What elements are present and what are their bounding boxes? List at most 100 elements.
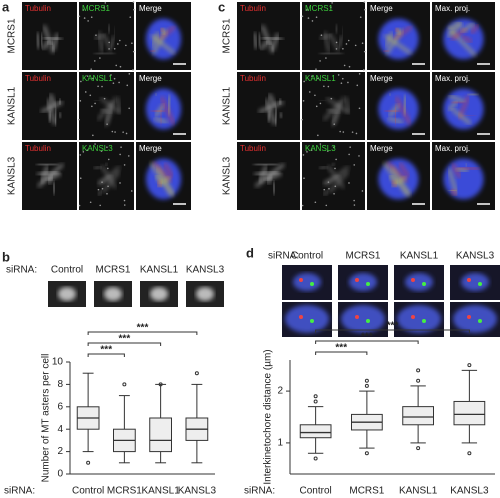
speckle bbox=[343, 64, 346, 67]
speckle bbox=[363, 1, 366, 3]
speckle bbox=[119, 153, 121, 156]
box bbox=[149, 417, 172, 453]
box bbox=[453, 400, 486, 426]
channel-label: Merge bbox=[139, 144, 162, 153]
dna bbox=[461, 273, 489, 291]
structure bbox=[322, 189, 329, 197]
structure bbox=[331, 97, 345, 127]
channel-label: MCRS1 bbox=[305, 4, 334, 13]
kinetochore bbox=[478, 282, 482, 286]
speckle bbox=[306, 151, 308, 153]
structure bbox=[254, 163, 278, 166]
significance-bracket bbox=[87, 342, 162, 346]
speckle bbox=[132, 69, 134, 71]
structure bbox=[46, 172, 62, 181]
dna bbox=[453, 305, 497, 333]
speckle bbox=[334, 185, 337, 188]
significance-label: *** bbox=[119, 334, 131, 345]
significance-label: *** bbox=[335, 343, 347, 354]
structure bbox=[451, 100, 464, 105]
structure bbox=[385, 31, 394, 47]
speckle bbox=[94, 143, 96, 145]
outlier bbox=[194, 371, 199, 376]
kinetochore bbox=[411, 278, 415, 282]
speckle bbox=[111, 130, 114, 133]
structure bbox=[398, 162, 410, 178]
structure bbox=[93, 165, 102, 170]
channel-label: Merge bbox=[370, 144, 393, 153]
structure bbox=[156, 179, 163, 188]
condition-label: KANSL3 bbox=[186, 265, 225, 276]
structure bbox=[102, 34, 113, 52]
row-label: MCRS1 bbox=[222, 18, 233, 53]
structure bbox=[462, 35, 473, 44]
speckle bbox=[301, 204, 304, 207]
structure bbox=[266, 39, 273, 46]
speckle bbox=[78, 118, 80, 121]
y-axis-label: Interkinetochore distance (µm) bbox=[263, 349, 274, 484]
kinetochore bbox=[478, 319, 482, 323]
structure bbox=[323, 31, 331, 53]
speckle bbox=[84, 91, 87, 93]
speckle bbox=[356, 84, 359, 87]
kinetochore bbox=[422, 282, 426, 286]
speckle bbox=[129, 16, 132, 18]
speckle bbox=[319, 143, 322, 145]
speckle bbox=[78, 15, 81, 18]
micrograph bbox=[79, 72, 134, 140]
speckle bbox=[132, 50, 135, 53]
speckle bbox=[93, 60, 96, 62]
speckle bbox=[348, 65, 351, 68]
speckle bbox=[120, 146, 122, 148]
structure bbox=[43, 36, 63, 41]
structure bbox=[383, 162, 409, 196]
speckle bbox=[99, 57, 101, 59]
speckle bbox=[107, 167, 109, 170]
outlier bbox=[313, 456, 318, 461]
speckle bbox=[82, 9, 85, 11]
channel-label: KANSL1 bbox=[82, 74, 113, 83]
speckle bbox=[323, 85, 325, 88]
speckle bbox=[107, 185, 109, 188]
speckle bbox=[79, 177, 82, 180]
structure bbox=[150, 49, 156, 53]
structure bbox=[268, 93, 277, 107]
sirna-label: siRNA: bbox=[268, 251, 299, 262]
x-tick-label: KANSL1 bbox=[141, 486, 180, 497]
structure bbox=[448, 189, 457, 192]
speckle bbox=[342, 47, 344, 50]
speckle bbox=[108, 41, 110, 44]
speckle bbox=[355, 132, 358, 135]
speckle bbox=[303, 80, 305, 83]
outlier bbox=[416, 368, 421, 373]
speckle bbox=[100, 150, 103, 152]
dna bbox=[341, 305, 385, 333]
structure bbox=[97, 31, 104, 53]
micrograph bbox=[237, 2, 300, 70]
structure bbox=[262, 36, 283, 41]
outlier bbox=[313, 399, 318, 404]
structure bbox=[37, 170, 59, 176]
structure bbox=[254, 170, 280, 176]
structure bbox=[151, 109, 165, 113]
speckle bbox=[327, 85, 330, 88]
dna bbox=[145, 18, 182, 60]
speckle bbox=[335, 48, 338, 50]
significance-bracket bbox=[87, 331, 198, 335]
row-label: KANSL1 bbox=[222, 86, 233, 125]
speckle bbox=[348, 182, 350, 184]
speckle bbox=[131, 42, 133, 45]
structure bbox=[160, 27, 166, 35]
speckle bbox=[361, 190, 364, 192]
structure bbox=[451, 108, 472, 125]
speckle bbox=[123, 204, 126, 206]
structure bbox=[47, 111, 52, 123]
dna bbox=[285, 305, 329, 333]
channel-label: Max. proj. bbox=[435, 4, 470, 13]
channel-label: Tubulin bbox=[25, 4, 51, 13]
structure bbox=[391, 179, 398, 188]
speckle bbox=[361, 42, 364, 45]
speckle bbox=[317, 134, 319, 137]
structure bbox=[48, 93, 57, 107]
significance-label: *** bbox=[387, 321, 399, 332]
